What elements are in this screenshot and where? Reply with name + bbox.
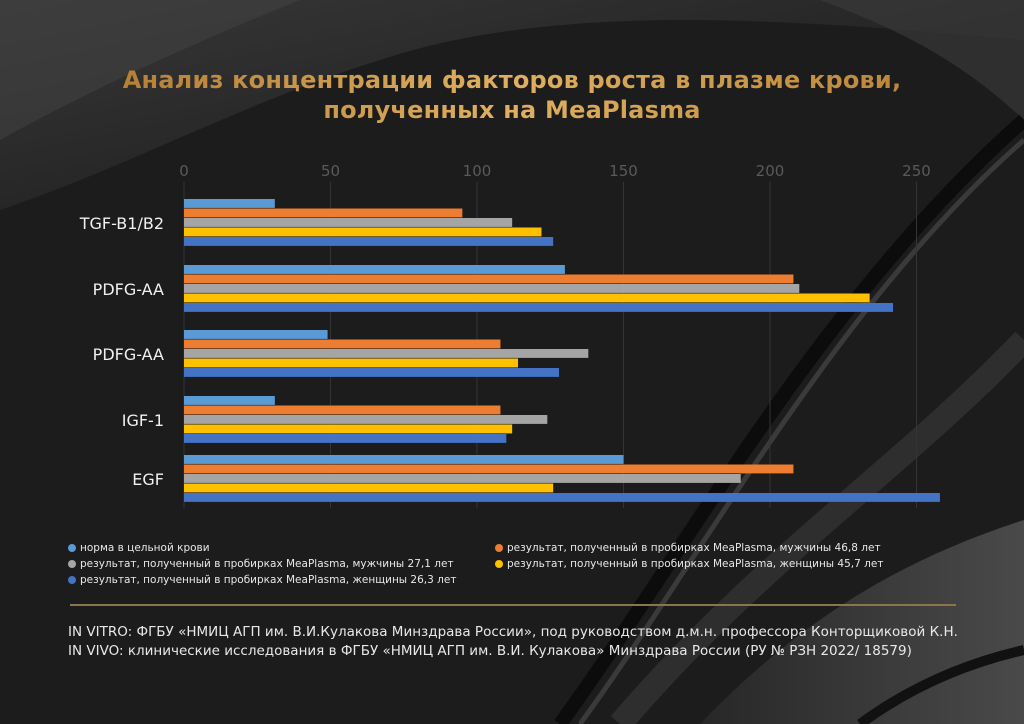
- footer-in-vivo: IN VIVO: клинические исследования в ФГБУ…: [68, 643, 912, 659]
- bar: [184, 330, 328, 339]
- category-label: PDFG-AA: [93, 345, 164, 364]
- x-tick-label: 250: [902, 162, 931, 180]
- legend-dot-icon: [68, 560, 76, 568]
- bar: [184, 434, 507, 443]
- bar: [184, 396, 275, 405]
- bar: [184, 227, 542, 237]
- bar: [184, 274, 794, 284]
- bar: [184, 455, 624, 464]
- legend-item-4: результат, полученный в пробирках MeaPla…: [68, 574, 456, 586]
- x-tick-label: 0: [179, 162, 189, 180]
- bar: [184, 358, 519, 368]
- bar: [184, 199, 275, 208]
- bar: [184, 284, 800, 293]
- legend-item-1: результат, полученный в пробирках MeaPla…: [495, 542, 881, 554]
- legend-dot-icon: [495, 544, 503, 552]
- bar: [184, 218, 513, 227]
- bar: [184, 368, 560, 377]
- legend-item-2: результат, полученный в пробирках MeaPla…: [68, 558, 454, 570]
- bar: [184, 405, 501, 415]
- legend-dot-icon: [68, 544, 76, 552]
- footer-in-vitro: IN VITRO: ФГБУ «НМИЦ АГП им. В.И.Кулаков…: [68, 624, 958, 640]
- category-label: TGF-B1/B2: [79, 214, 164, 233]
- x-tick-label: 100: [463, 162, 492, 180]
- category-label: EGF: [132, 470, 164, 489]
- bar: [184, 339, 501, 349]
- legend-label: норма в цельной крови: [80, 542, 210, 554]
- legend-label: результат, полученный в пробирках MeaPla…: [507, 542, 881, 554]
- bar: [184, 483, 554, 493]
- category-label: PDFG-AA: [93, 280, 164, 299]
- x-tick-label: 50: [321, 162, 340, 180]
- bar: [184, 349, 589, 358]
- chart-title-line-1: Анализ концентрации факторов роста в пла…: [0, 66, 1024, 94]
- legend-dot-icon: [495, 560, 503, 568]
- legend-label: результат, полученный в пробирках MeaPla…: [80, 574, 457, 586]
- chart-title-line-2: полученных на MeaPlasma: [0, 96, 1024, 124]
- bar: [184, 265, 565, 274]
- legend-label: результат, полученный в пробирках MeaPla…: [507, 558, 884, 570]
- category-label: IGF-1: [122, 411, 164, 430]
- legend-item-3: результат, полученный в пробирках MeaPla…: [495, 558, 883, 570]
- x-tick-label: 150: [609, 162, 638, 180]
- bar: [184, 474, 741, 483]
- bar: [184, 493, 940, 502]
- bar: [184, 424, 513, 434]
- divider: [70, 604, 956, 606]
- bar: [184, 464, 794, 474]
- bar: [184, 237, 554, 246]
- legend-dot-icon: [68, 576, 76, 584]
- bar: [184, 415, 548, 424]
- legend-item-0: норма в цельной крови: [68, 542, 210, 554]
- x-tick-label: 200: [756, 162, 785, 180]
- bar: [184, 208, 463, 218]
- legend-label: результат, полученный в пробирках MeaPla…: [80, 558, 454, 570]
- bar: [184, 293, 870, 303]
- bar: [184, 303, 894, 312]
